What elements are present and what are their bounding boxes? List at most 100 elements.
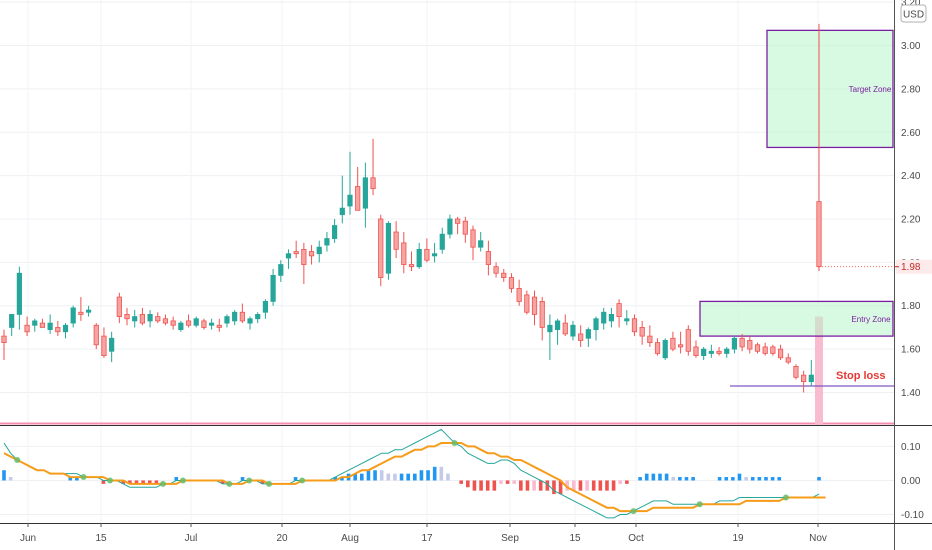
candle[interactable] [178,320,184,332]
candle[interactable] [124,307,130,326]
candle[interactable] [208,318,215,330]
candle[interactable] [39,318,46,328]
candle[interactable] [685,325,691,356]
candle[interactable] [554,318,561,345]
currency-badge[interactable]: USD [900,4,927,23]
candle[interactable] [439,227,445,254]
candle[interactable] [616,299,622,328]
candle[interactable] [447,214,453,239]
candle[interactable] [562,314,568,337]
candle[interactable] [24,316,30,337]
candle[interactable] [239,303,245,324]
candle[interactable] [716,346,722,356]
candle[interactable] [739,333,745,352]
candle[interactable] [109,331,115,363]
candle[interactable] [808,359,814,386]
candle[interactable] [624,310,630,326]
candle[interactable] [793,364,799,380]
candle[interactable] [262,299,269,319]
candle[interactable] [270,268,276,306]
candle[interactable] [93,323,99,350]
candle[interactable] [316,240,322,263]
candle[interactable] [770,344,776,356]
entry-zone-box[interactable] [699,300,894,337]
candle[interactable] [570,320,576,341]
candle[interactable] [539,297,545,341]
candle[interactable] [708,344,714,358]
candle[interactable] [485,240,491,276]
candle[interactable] [185,314,192,328]
candle[interactable] [501,268,507,282]
candle[interactable] [47,314,53,334]
candle[interactable] [224,314,230,328]
candle[interactable] [301,242,307,285]
candle[interactable] [701,346,707,360]
candle[interactable] [347,151,353,215]
candle[interactable] [232,310,238,326]
candle[interactable] [662,338,668,360]
candle[interactable] [654,338,661,356]
candle[interactable] [593,316,599,341]
candle[interactable] [155,312,161,324]
candle[interactable] [478,232,484,252]
candle[interactable] [339,175,345,224]
candle[interactable] [216,318,222,332]
candle[interactable] [308,245,315,265]
candle[interactable] [408,251,415,272]
candle[interactable] [9,314,15,337]
target-zone-box[interactable] [766,29,894,149]
candle[interactable] [1,329,7,360]
candle[interactable] [201,318,207,330]
candle[interactable] [601,307,607,330]
candle[interactable] [285,249,292,269]
candle[interactable] [777,344,784,360]
candle[interactable] [639,320,645,345]
candle[interactable] [147,310,153,328]
candle[interactable] [462,216,468,243]
candle[interactable] [762,342,768,356]
candle[interactable] [16,266,22,330]
candle[interactable] [324,232,330,252]
candle[interactable] [362,162,368,228]
candle[interactable] [747,336,753,354]
candle[interactable] [116,292,122,324]
candle[interactable] [393,221,399,259]
candle[interactable] [731,336,738,354]
candle[interactable] [670,331,676,352]
candle[interactable] [585,327,591,347]
candle[interactable] [524,290,530,315]
candle[interactable] [247,316,253,330]
candle[interactable] [547,314,553,360]
candle[interactable] [170,316,176,330]
candle[interactable] [401,232,407,274]
candle[interactable] [508,273,515,293]
candle[interactable] [62,323,69,339]
candle[interactable] [101,327,107,358]
candle[interactable] [493,262,499,278]
candle[interactable] [193,316,199,328]
candle[interactable] [631,314,638,337]
candle[interactable] [378,214,384,287]
candle[interactable] [255,312,261,324]
candle[interactable] [162,314,169,326]
candle[interactable] [678,331,684,354]
candle[interactable] [132,310,138,328]
candle[interactable] [455,216,461,235]
candle[interactable] [531,290,538,326]
candle[interactable] [278,260,284,282]
candle[interactable] [424,238,430,263]
candle[interactable] [578,325,584,347]
candle[interactable] [693,340,699,358]
candle[interactable] [801,370,807,393]
candle[interactable] [85,305,92,317]
candle[interactable] [470,225,476,261]
candle[interactable] [370,138,376,196]
candle[interactable] [139,307,145,326]
candle[interactable] [32,318,38,332]
candle[interactable] [785,353,791,365]
candle[interactable] [431,242,438,263]
candle[interactable] [70,305,76,328]
candle[interactable] [608,307,615,328]
candle[interactable] [516,279,522,306]
